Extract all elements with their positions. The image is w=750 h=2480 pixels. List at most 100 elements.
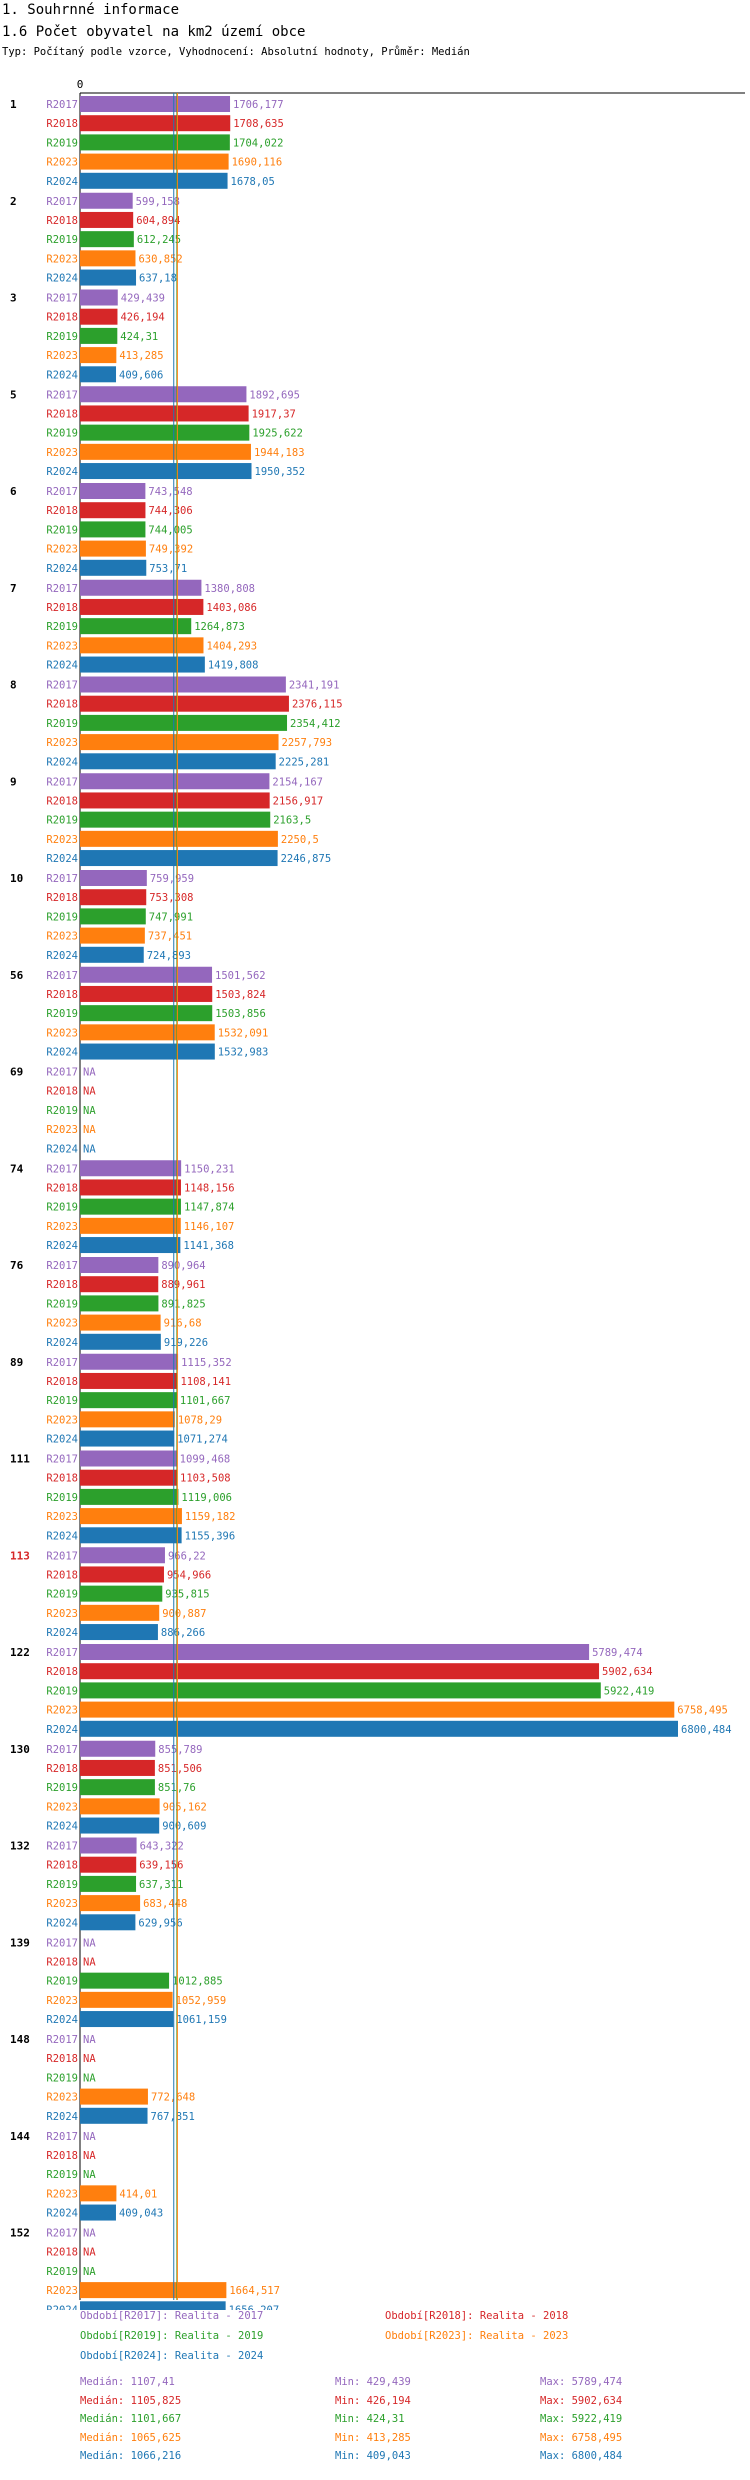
value-label: NA (83, 2150, 96, 2162)
series-label: R2024 (46, 660, 78, 672)
bar (80, 192, 133, 209)
group-label: 74 (10, 1162, 24, 1175)
stat-median: Medián: 1107,41 (80, 2376, 175, 2388)
value-label: 6758,495 (677, 1705, 728, 1717)
series-label: R2018 (46, 1666, 78, 1678)
series-label: R2018 (46, 989, 78, 1001)
value-label: 1099,468 (180, 1454, 231, 1466)
bar (80, 1856, 137, 1873)
group-label: 7 (10, 582, 17, 595)
bar (80, 870, 147, 886)
series-label: R2019 (46, 1105, 78, 1117)
value-label: 900,609 (162, 1821, 206, 1833)
bar (80, 2107, 148, 2124)
value-label: 2257,793 (282, 737, 333, 749)
series-label: R2019 (46, 1298, 78, 1310)
bar (80, 946, 144, 963)
stat-max: Max: 6758,495 (540, 2431, 623, 2444)
series-label: R2024 (46, 1337, 78, 1349)
series-label: R2019 (46, 1395, 78, 1407)
value-label: 683,448 (143, 1898, 187, 1910)
value-label: NA (83, 1956, 96, 1968)
series-label: R2023 (46, 1801, 78, 1813)
value-label: 1115,352 (181, 1357, 232, 1369)
series-label: R2023 (46, 544, 78, 556)
series-label: R2024 (46, 1917, 78, 1929)
stat-min: Min: 413,285 (335, 2431, 411, 2444)
series-label: R2019 (46, 1492, 78, 1504)
bar (80, 1972, 170, 1989)
value-label: 905,162 (163, 1801, 207, 1813)
series-label: R2018 (46, 408, 78, 420)
bar (80, 231, 134, 248)
value-label: 855,789 (158, 1744, 202, 1756)
bar (80, 1217, 181, 1234)
value-label: 6800,484 (681, 1724, 732, 1736)
series-label: R2018 (46, 2053, 78, 2065)
group-label: 139 (10, 1936, 30, 1949)
series-label: R2018 (46, 795, 78, 807)
series-label: R2017 (46, 1260, 78, 1272)
series-label: R2023 (46, 640, 78, 652)
series-label: R2024 (46, 1240, 78, 1252)
bar (80, 211, 134, 228)
series-label: R2017 (46, 1067, 78, 1079)
bar (80, 1604, 160, 1621)
bar (80, 1024, 215, 1041)
bar (80, 1895, 141, 1912)
series-label: R2017 (46, 389, 78, 401)
value-label: 737,451 (148, 931, 192, 943)
group-label: 132 (10, 1840, 30, 1853)
series-label: R2024 (46, 273, 78, 285)
series-label: R2017 (46, 486, 78, 498)
series-label: R2017 (46, 1841, 78, 1853)
legend: Období[R2017]: Realita - 2017 Období[R201… (0, 2310, 750, 2480)
value-label: NA (83, 2228, 96, 2240)
series-label: R2019 (46, 1589, 78, 1601)
bar (80, 347, 117, 364)
bar (80, 1411, 175, 1428)
stat-median: Medián: 1066,216 (80, 2450, 182, 2463)
value-label: 643,322 (140, 1841, 184, 1853)
stat-median: Medián: 1105,825 (80, 2394, 182, 2407)
series-label: R2024 (46, 1047, 78, 1059)
group-label: 76 (10, 1259, 24, 1272)
value-label: 630,852 (138, 253, 182, 265)
bar (80, 985, 213, 1002)
bar (80, 1179, 181, 1196)
value-label: 753,71 (149, 563, 187, 575)
value-label: NA (83, 1937, 96, 1949)
bar (80, 1450, 177, 1467)
series-label: R2018 (46, 1956, 78, 1968)
value-label: 749,392 (149, 544, 193, 556)
series-label: R2019 (46, 1685, 78, 1697)
stat-min: Min: 429,439 (335, 2376, 411, 2388)
series-label: R2024 (46, 2014, 78, 2026)
value-label: 1404,293 (206, 640, 257, 652)
value-label: 954,966 (167, 1569, 211, 1581)
bar (80, 366, 117, 383)
bar (80, 2011, 174, 2028)
bar (80, 1392, 177, 1409)
series-label: R2018 (46, 699, 78, 711)
value-label: 744,005 (148, 524, 192, 536)
bar (80, 1333, 161, 1350)
value-label: 1690,116 (232, 157, 283, 169)
series-label: R2019 (46, 1008, 78, 1020)
stat-median: Medián: 1101,667 (80, 2413, 182, 2426)
bar (80, 637, 204, 654)
series-label: R2017 (46, 1647, 78, 1659)
bar (80, 1430, 175, 1447)
value-label: 604,894 (136, 215, 180, 227)
value-label: 2154,167 (272, 776, 323, 788)
series-label: R2024 (46, 369, 78, 381)
series-label: R2019 (46, 2169, 78, 2181)
series-label: R2018 (46, 1279, 78, 1291)
series-label: R2017 (46, 1357, 78, 1369)
bar (80, 115, 231, 132)
value-label: 1892,695 (249, 389, 300, 401)
group-label: 144 (10, 2130, 30, 2143)
series-label: R2018 (46, 118, 78, 130)
series-label: R2023 (46, 1221, 78, 1233)
bar (80, 172, 228, 189)
